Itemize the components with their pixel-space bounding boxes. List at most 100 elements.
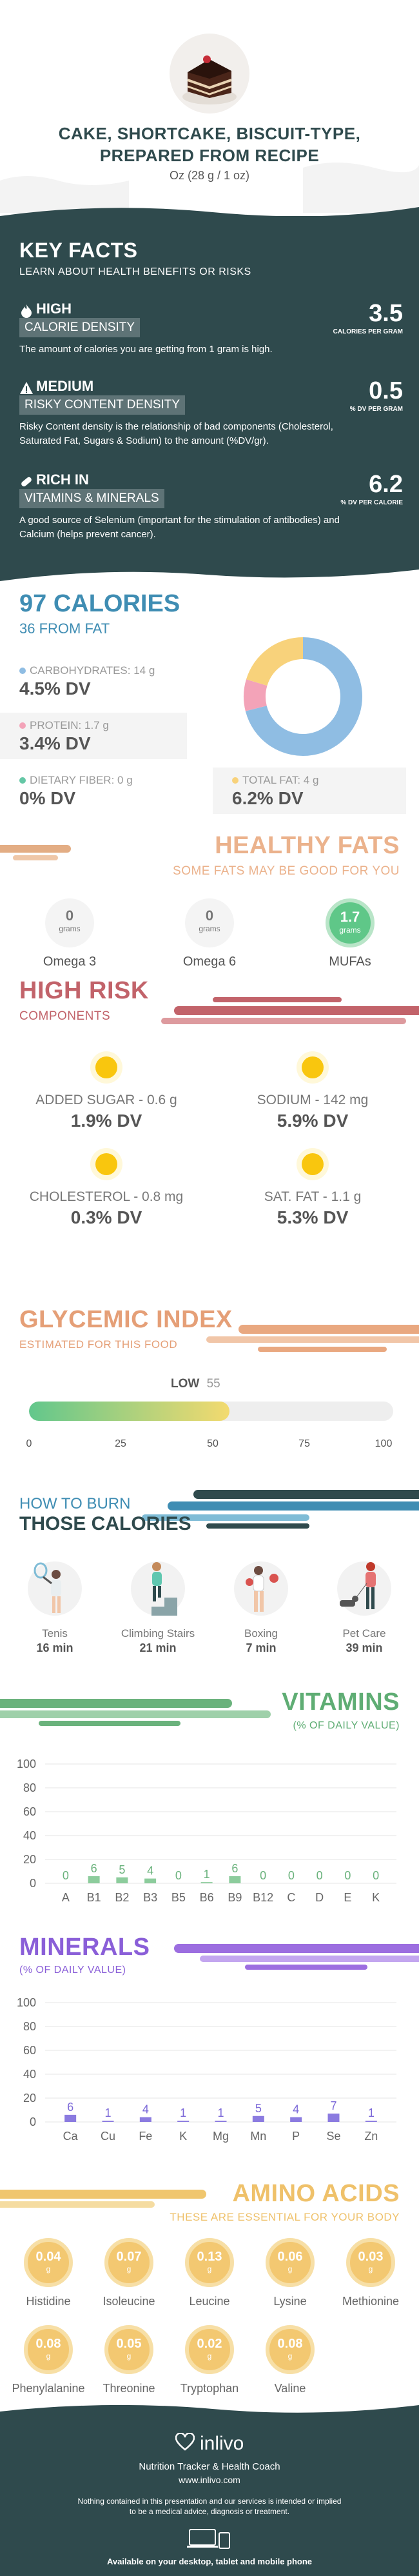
x-tick-label: P (292, 2130, 300, 2143)
dog-walker-icon (326, 1551, 403, 1622)
footer-url[interactable]: www.inlivo.com (179, 2475, 240, 2486)
flame-icon (19, 304, 34, 318)
risk-added-sugar: ADDED SUGAR - 0.6 g 1.9% DV (10, 1051, 203, 1131)
key-fact-value: 0.5 (369, 377, 403, 404)
bar-value-label: 4 (293, 2103, 299, 2116)
glycemic-readout: LOW 55 (171, 1377, 220, 1391)
amino-unit: g (46, 2264, 51, 2274)
x-tick-label: A (62, 1891, 70, 1904)
key-facts-section: KEY FACTS LEARN ABOUT HEALTH BENEFITS OR… (0, 207, 419, 568)
burn-pet-care: Pet Care 39 min (319, 1551, 409, 1655)
key-fact-value: 3.5 (369, 300, 403, 327)
bar-K (177, 2121, 190, 2122)
fat-unit: grams (339, 926, 361, 935)
amino-name: Histidine (26, 2295, 71, 2308)
amino-unit: g (207, 2264, 212, 2274)
key-fact-unit: % DV PER GRAM (349, 406, 403, 413)
y-tick-label: 100 (17, 1996, 36, 2009)
healthy-fats-stripe (0, 845, 71, 860)
y-tick-label: 0 (30, 2115, 36, 2128)
amino-circle: 0.05 g (104, 2325, 153, 2374)
footer-top-wave (0, 2404, 419, 2422)
fat-value: 0 (205, 907, 214, 924)
x-tick-label: B12 (253, 1891, 273, 1904)
amino-circle: 0.08 g (266, 2325, 315, 2374)
burn-boxing: Boxing 7 min (216, 1551, 306, 1655)
bar-value-label: 6 (231, 1862, 238, 1875)
key-fact-description: Risky Content density is the relationshi… (19, 421, 333, 446)
burn-time: 16 min (36, 1641, 73, 1654)
x-tick-label: E (344, 1891, 351, 1904)
macro-fiber: DIETARY FIBER: 0 g 0% DV (0, 768, 187, 814)
glycemic-stripe (206, 1325, 419, 1352)
donut-slice-fat (246, 637, 304, 686)
footer-disclaimer-line2: to be a medical advice, diagnosis or tre… (129, 2507, 290, 2517)
bar-Ca (64, 2114, 77, 2122)
header-background-clouds (0, 163, 419, 213)
bar-value-label: 4 (142, 2103, 149, 2116)
smiley-icon (297, 1051, 329, 1084)
risk-sat-fat: SAT. FAT - 1.1 g 5.3% DV (216, 1148, 409, 1228)
stairs-climber-icon (119, 1551, 197, 1622)
grin-icon (90, 1148, 122, 1180)
calories-from-fat: 36 FROM FAT (19, 620, 110, 637)
amino-circle: 0.08 g (24, 2325, 73, 2374)
amino-value: 0.02 (197, 2337, 222, 2351)
bar-value-label: 0 (373, 1869, 379, 1882)
bar-B2 (116, 1877, 128, 1883)
amino-circle: 0.03 g (346, 2238, 395, 2287)
x-tick-label: C (287, 1891, 295, 1904)
key-fact-unit: % DV PER CALORIE (340, 499, 403, 506)
fat-name: MUFAs (329, 955, 371, 969)
healthy-fats-subtitle: SOME FATS MAY BE GOOD FOR YOU (173, 864, 400, 878)
bar-value-label: 7 (330, 2099, 336, 2112)
amino-circle: 0.04 g (24, 2238, 73, 2287)
amino-value: 0.06 (277, 2250, 303, 2264)
fat-name: Omega 3 (43, 955, 97, 969)
tennis-player-icon (16, 1551, 93, 1622)
risk-label: ADDED SUGAR - 0.6 g (35, 1093, 177, 1107)
burn-title-line1: HOW TO BURN (19, 1495, 131, 1512)
macro-label: TOTAL FAT: 4 g (242, 774, 319, 786)
bar-Se (327, 2114, 340, 2122)
amino-histidine: 0.04 g Histidine (10, 2238, 87, 2308)
risk-label: SAT. FAT - 1.1 g (264, 1189, 362, 1204)
fat-name: Omega 6 (182, 955, 237, 969)
amino-stripe (0, 2190, 206, 2208)
bar-value-label: 0 (288, 1869, 295, 1882)
food-title-line2: PREPARED FROM RECIPE (99, 146, 320, 165)
burn-activity: Climbing Stairs (121, 1627, 195, 1640)
footer-brand: inlivo (199, 2433, 244, 2454)
amino-unit: g (287, 2264, 293, 2274)
calories-section: 97 CALORIES 36 FROM FAT CARBOHYDRATES: 1… (0, 580, 419, 838)
mufas-circle: 1.7 grams (326, 898, 375, 947)
x-tick-label: B9 (228, 1891, 242, 1904)
key-fact-risky-density: MEDIUM RISKY CONTENT DENSITY 0.5 % DV PE… (19, 377, 403, 448)
key-facts-top-wave (0, 207, 419, 223)
key-fact-unit: CALORIES PER GRAM (333, 328, 403, 335)
amino-tryptophan: 0.02 g Tryptophan (171, 2325, 248, 2395)
amino-name: Tryptophan (180, 2382, 239, 2395)
fat-unit: grams (199, 924, 220, 933)
risk-label: SODIUM - 142 mg (257, 1093, 369, 1107)
amino-name: Phenylalanine (12, 2382, 85, 2395)
macro-label: PROTEIN: 1.7 g (30, 719, 109, 731)
burn-time: 39 min (346, 1641, 383, 1654)
amino-name: Isoleucine (102, 2295, 155, 2308)
minerals-bar-chart: 100 80 60 40 20 0 6 Ca 1 Cu 4 Fe 1 K 1 Mg 5 Mn 4 P 7 Se 1 Zn (17, 1996, 396, 2143)
amino-unit: g (368, 2264, 373, 2274)
y-tick-label: 40 (23, 2068, 36, 2081)
amino-name: Valine (274, 2382, 306, 2395)
healthy-fats-title: HEALTHY FATS (215, 832, 400, 859)
x-tick-label: B1 (87, 1891, 101, 1904)
bar-value-label: 5 (119, 1863, 125, 1876)
burn-title-line2: THOSE CALORIES (19, 1513, 191, 1534)
vitamins-subtitle: (% OF DAILY VALUE) (293, 1720, 400, 1731)
glycemic-value: 55 (206, 1377, 220, 1391)
macro-dv: 0% DV (19, 788, 76, 808)
key-fact-calorie-density: HIGH CALORIE DENSITY 3.5 CALORIES PER GR… (19, 300, 403, 357)
risk-cholesterol: CHOLESTEROL - 0.8 mg 0.3% DV (10, 1148, 203, 1228)
x-tick-label: B3 (143, 1891, 157, 1904)
amino-value: 0.04 (35, 2250, 61, 2264)
burn-activity: Pet Care (342, 1627, 386, 1640)
